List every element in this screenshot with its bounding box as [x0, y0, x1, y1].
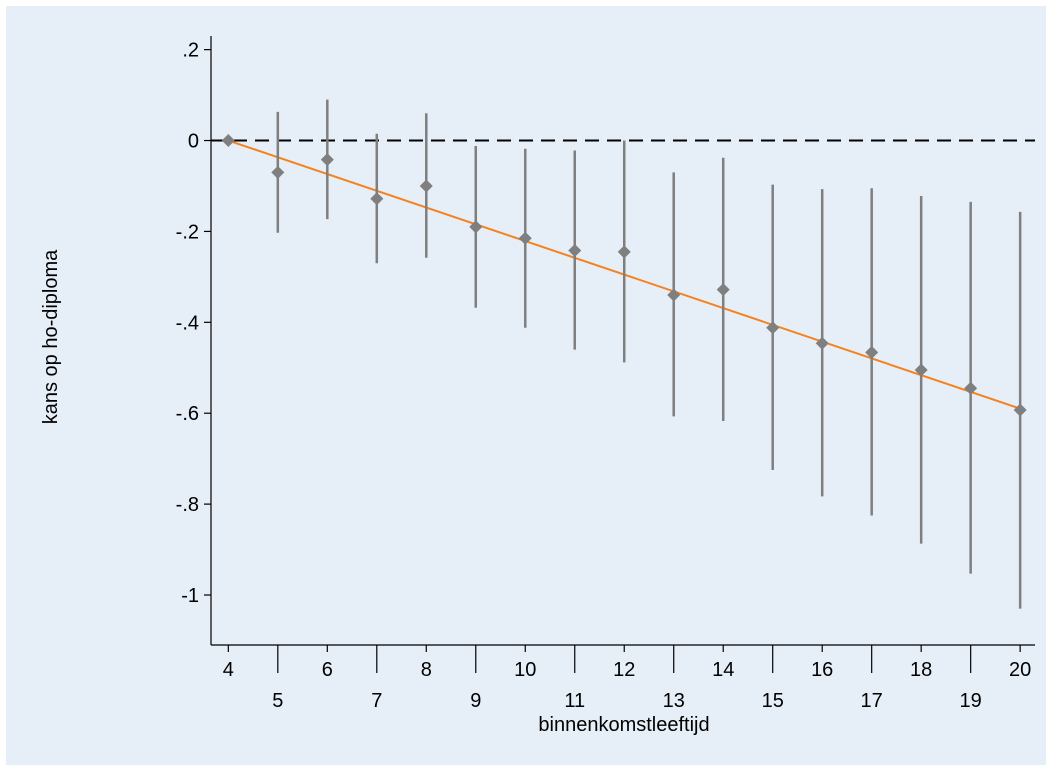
point-marker: [320, 153, 334, 167]
point-marker: [865, 345, 879, 359]
point-marker: [964, 381, 978, 395]
y-tick-label: -.8: [176, 494, 199, 516]
point-marker: [815, 336, 829, 350]
x-tick-label: 9: [470, 690, 481, 712]
x-tick-label: 16: [811, 659, 833, 681]
point-marker: [667, 288, 681, 302]
labels-group: binnenkomstleeftijd kans op ho-diploma: [40, 249, 710, 736]
x-tick-label: 11: [564, 690, 585, 712]
x-tick-label: 15: [762, 690, 784, 712]
x-tick-label: 8: [421, 659, 432, 681]
point-marker: [518, 231, 532, 245]
x-axis-title: binnenkomstleeftijd: [538, 714, 709, 736]
x-tick-label: 6: [322, 659, 333, 681]
x-tick-label: 5: [272, 690, 283, 712]
y-tick-label: -1: [181, 585, 199, 607]
point-marker: [370, 192, 384, 206]
x-tick-label: 19: [960, 690, 982, 712]
points-group: [221, 134, 1027, 417]
x-tick-label: 18: [910, 659, 932, 681]
x-tick-label: 14: [712, 659, 734, 681]
x-tick-label: 4: [223, 659, 234, 681]
y-tick-label: -.4: [176, 312, 199, 334]
x-tick-label: 20: [1009, 659, 1031, 681]
y-tick-label: -.6: [176, 403, 199, 425]
axes: .2 0 -.2 -.4 -.6 -.8 -1 4 5 6 7 8 9 10 11 12 13 14 15 16 17 1…: [176, 36, 1035, 712]
point-marker: [617, 245, 631, 259]
point-marker: [469, 220, 483, 234]
y-axis-title: kans op ho-diploma: [40, 249, 62, 424]
y-tick-label: -.2: [176, 221, 199, 243]
point-marker: [914, 363, 928, 377]
x-tick-label: 12: [613, 659, 635, 681]
point-marker: [568, 244, 582, 258]
ci-group: [276, 99, 1022, 609]
x-tick-label: 10: [514, 659, 536, 681]
y-tick-label: .2: [182, 40, 199, 62]
point-marker: [419, 179, 433, 193]
point-marker: [766, 321, 780, 335]
x-tick-label: 7: [371, 690, 382, 712]
point-marker: [271, 165, 285, 179]
point-marker: [716, 283, 730, 297]
point-marker: [221, 134, 235, 148]
y-tick-label: 0: [188, 131, 199, 153]
x-tick-label: 13: [663, 690, 685, 712]
x-tick-label: 17: [861, 690, 883, 712]
point-marker: [1013, 403, 1027, 417]
